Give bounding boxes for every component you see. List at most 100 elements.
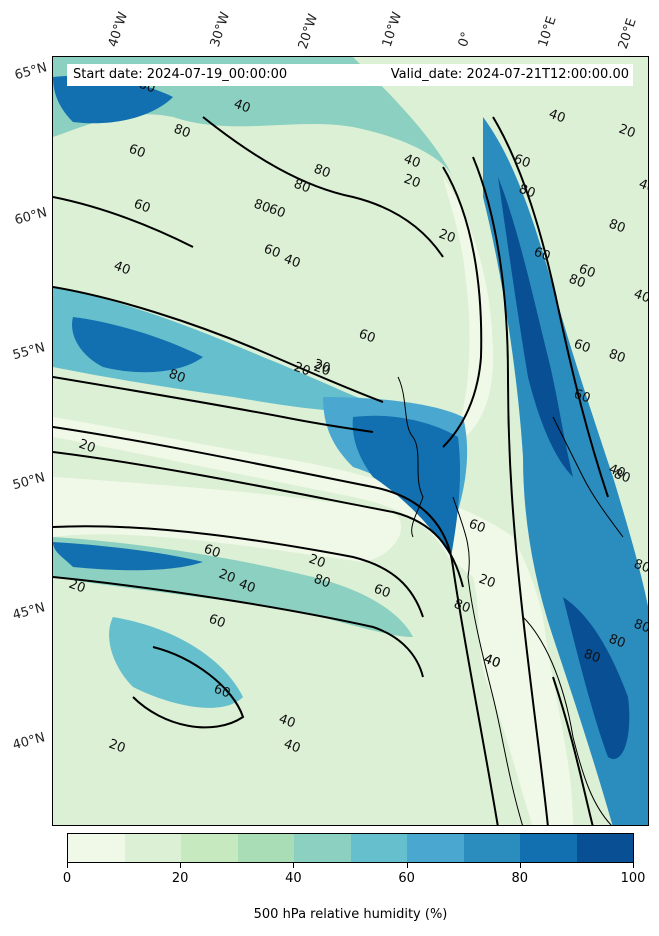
contour-label: 40 [482, 652, 503, 672]
colorbar-tick-mark [293, 863, 295, 868]
longitude-label: 40°W [105, 10, 132, 49]
contour-label: 40 [237, 577, 258, 597]
contour-label: 60 [532, 245, 553, 265]
contour-label: 80 [292, 177, 313, 197]
contour-label: 20 [402, 172, 423, 192]
longitude-label: 10°E [535, 14, 560, 50]
contour-label: 60 [262, 242, 283, 262]
contour-label: 80 [607, 632, 628, 652]
moist-band-west [53, 287, 383, 412]
contour-label: 20 [312, 357, 333, 377]
contour-label: 80 [452, 597, 473, 617]
contour-label: 60 [572, 337, 593, 357]
map-panel[interactable]: 80 40 80 60 80 60 40 20 80 80 40 60 60 40 20 60 80 40 40 20… [52, 56, 649, 826]
contour-label: 60 [467, 517, 488, 537]
contour-label: 20 [617, 122, 638, 142]
longitude-label: 30°W [207, 10, 234, 49]
contour-label: 80 [582, 647, 603, 667]
colorbar-tick-mark [519, 863, 521, 868]
colorbar-title: 500 hPa relative humidity (%) [253, 907, 448, 922]
contour-label: 60 [202, 542, 223, 562]
contour-label: 40 [402, 152, 423, 172]
contour-label: 80 [252, 197, 273, 217]
colorbar-tick-label: 80 [511, 871, 529, 886]
latitude-label: 40°N [11, 730, 47, 754]
colorbar-tick-mark [67, 863, 68, 868]
moist-core-west [72, 317, 204, 373]
contour-label: 40 [112, 259, 133, 279]
contour-label: 40 [282, 252, 303, 272]
start-date-text: Start date: 2024-07-19_00:00:00 [73, 67, 288, 82]
colorbar-swatch-8 [520, 834, 577, 862]
colorbar-swatch-7 [463, 834, 520, 862]
longitude-label: 10°W [379, 10, 406, 49]
contour-label: 60 [372, 582, 393, 602]
latitude-label: 65°N [13, 60, 49, 84]
contour-label: 80 [517, 182, 538, 202]
colorbar-swatch-1 [124, 834, 181, 862]
colorbar-tick-mark [633, 863, 634, 868]
moist-band-southwest [109, 617, 243, 708]
longitude-label: 20°E [615, 16, 640, 51]
colorbar-tick-label: 60 [398, 871, 415, 886]
colorbar-tick-label: 40 [285, 871, 302, 886]
colorbar-tick-mark [180, 863, 182, 868]
moist-core-south [53, 542, 203, 571]
colorbar-swatch-9 [576, 834, 633, 862]
contour-label: 40 [277, 712, 298, 732]
latitude-label: 55°N [11, 340, 47, 364]
contour-label: 60 [512, 152, 533, 172]
colorbar-tick-label: 20 [171, 871, 189, 886]
contour-label: 20 [437, 227, 458, 247]
colorbar-swatch-0 [68, 834, 125, 862]
contour-label: 60 [357, 327, 378, 347]
contour-label: 60 [572, 387, 593, 407]
contour-label: 60 [267, 202, 288, 222]
contour-label: 60 [207, 612, 228, 632]
contour-label: 80 [167, 367, 188, 387]
colorbar-swatch-5 [350, 834, 407, 862]
latitude-label: 50°N [11, 470, 47, 494]
colorbar-swatch-3 [237, 834, 294, 862]
colorbar-tick-label: 100 [620, 871, 646, 886]
contour-label: 40 [632, 287, 649, 307]
contour-label: 60 [212, 682, 233, 702]
contour-label: 20 [307, 552, 328, 572]
moist-core-east [498, 177, 573, 477]
moist-core-nw [53, 75, 173, 124]
colorbar-swatch-2 [181, 834, 238, 862]
longitude-label: 20°W [295, 12, 322, 51]
contour-label: 20 [312, 360, 333, 380]
contour-label: 40 [607, 462, 628, 482]
dry-zone-2 [53, 477, 402, 562]
contour-label: 80 [312, 572, 333, 592]
contour-label: 40 [637, 177, 649, 197]
contour-label: 40 [547, 107, 568, 127]
colorbar-swatch-6 [407, 834, 464, 862]
contour-label: 80 [607, 347, 628, 367]
contour-label: 80 [172, 122, 193, 142]
moist-band-north [53, 57, 453, 177]
contour-label: 20 [107, 737, 128, 757]
moist-core-se [563, 597, 630, 759]
contour-label: 20 [477, 572, 498, 592]
contour-label: 80 [632, 557, 649, 577]
contour-label: 80 [632, 617, 649, 637]
contour-label: 80 [312, 162, 333, 182]
contour-label: 60 [132, 197, 153, 217]
contour-label: 40 [482, 652, 503, 672]
coastlines [397, 376, 624, 825]
contour-label-group: 8040806080604020808040606040206080404020… [67, 77, 649, 757]
colorbar-tick-mark [406, 863, 408, 868]
contour-label: 60 [577, 262, 598, 282]
latitude-label: 60°N [13, 205, 49, 229]
contour-label: 20 [77, 437, 98, 457]
contour-label: 60 [127, 142, 148, 162]
contour-label: 40 [232, 97, 253, 117]
colorbar [67, 833, 634, 863]
contour-label: 20 [67, 577, 88, 597]
date-info-box: Start date: 2024-07-19_00:00:00 Valid_da… [67, 64, 633, 86]
longitude-label: 0° [455, 30, 475, 49]
contour-label: 80 [612, 467, 633, 487]
contour-label: 20 [217, 567, 238, 587]
